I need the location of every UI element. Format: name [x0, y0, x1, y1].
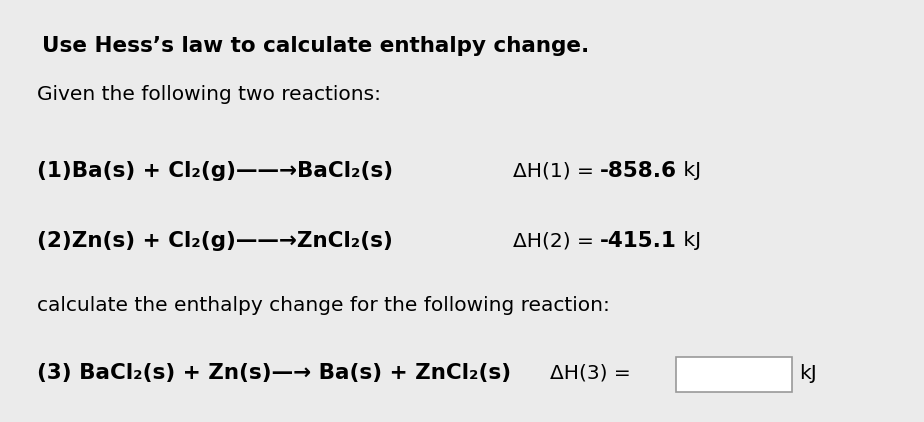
Text: ΔH(2) =: ΔH(2) = — [513, 231, 600, 250]
Text: kJ: kJ — [799, 364, 817, 383]
Text: (2)Zn(s) + Cl₂(g)——→ZnCl₂(s): (2)Zn(s) + Cl₂(g)——→ZnCl₂(s) — [37, 230, 393, 251]
Text: ΔH(3) =: ΔH(3) = — [550, 364, 637, 383]
Text: (3) BaCl₂(s) + Zn(s)—→ Ba(s) + ZnCl₂(s): (3) BaCl₂(s) + Zn(s)—→ Ba(s) + ZnCl₂(s) — [37, 363, 511, 384]
Text: kJ: kJ — [677, 161, 701, 181]
Text: ΔH(1) =: ΔH(1) = — [513, 161, 600, 181]
Text: (1)Ba(s) + Cl₂(g)——→BaCl₂(s): (1)Ba(s) + Cl₂(g)——→BaCl₂(s) — [37, 161, 393, 181]
FancyBboxPatch shape — [676, 357, 792, 392]
Text: Use Hess’s law to calculate enthalpy change.: Use Hess’s law to calculate enthalpy cha… — [42, 36, 589, 56]
Text: -858.6: -858.6 — [600, 161, 677, 181]
Text: -415.1: -415.1 — [600, 230, 677, 251]
Text: Given the following two reactions:: Given the following two reactions: — [37, 85, 381, 105]
Text: calculate the enthalpy change for the following reaction:: calculate the enthalpy change for the fo… — [37, 296, 610, 316]
Text: kJ: kJ — [677, 231, 701, 250]
